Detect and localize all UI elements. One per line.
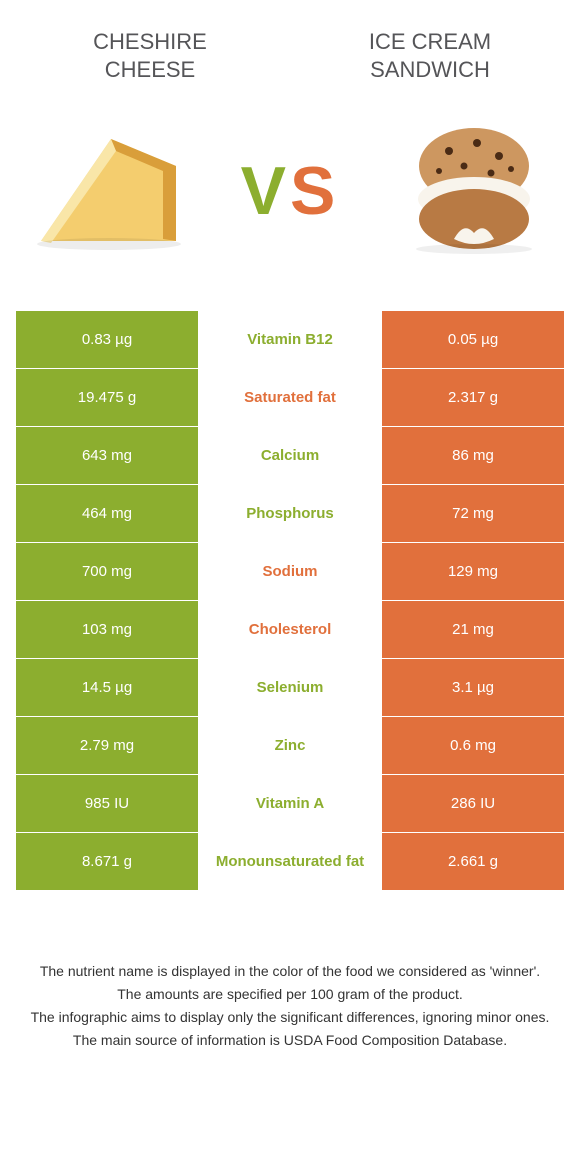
left-value: 14.5 µg	[16, 659, 198, 717]
images-row: VS	[0, 91, 580, 311]
right-value: 129 mg	[382, 543, 564, 601]
left-value: 19.475 g	[16, 369, 198, 427]
table-row: 0.83 µgVitamin B120.05 µg	[16, 311, 564, 369]
left-value: 0.83 µg	[16, 311, 198, 369]
vs-s: S	[290, 152, 339, 230]
right-value: 0.6 mg	[382, 717, 564, 775]
right-value: 72 mg	[382, 485, 564, 543]
nutrient-label: Saturated fat	[198, 369, 382, 427]
left-value: 2.79 mg	[16, 717, 198, 775]
nutrient-label: Monounsaturated fat	[198, 833, 382, 891]
footer-notes: The nutrient name is displayed in the co…	[0, 891, 580, 1051]
right-value: 86 mg	[382, 427, 564, 485]
left-value: 643 mg	[16, 427, 198, 485]
nutrient-label: Calcium	[198, 427, 382, 485]
table-row: 643 mgCalcium86 mg	[16, 427, 564, 485]
right-food-title: ICE CREAM SANDWICH	[330, 28, 530, 83]
nutrient-table: 0.83 µgVitamin B120.05 µg19.475 gSaturat…	[16, 311, 564, 891]
left-value: 464 mg	[16, 485, 198, 543]
table-row: 464 mgPhosphorus72 mg	[16, 485, 564, 543]
right-value: 3.1 µg	[382, 659, 564, 717]
footer-line-3: The infographic aims to display only the…	[30, 1007, 550, 1028]
right-value: 21 mg	[382, 601, 564, 659]
right-value: 286 IU	[382, 775, 564, 833]
nutrient-label: Phosphorus	[198, 485, 382, 543]
table-row: 2.79 mgZinc0.6 mg	[16, 717, 564, 775]
nutrient-label: Zinc	[198, 717, 382, 775]
right-value: 0.05 µg	[382, 311, 564, 369]
table-row: 19.475 gSaturated fat2.317 g	[16, 369, 564, 427]
right-value: 2.317 g	[382, 369, 564, 427]
header: CHESHIRE CHEESE ICE CREAM SANDWICH	[0, 0, 580, 91]
vs-label: VS	[241, 152, 340, 230]
left-value: 985 IU	[16, 775, 198, 833]
vs-v: V	[241, 152, 290, 230]
footer-line-1: The nutrient name is displayed in the co…	[30, 961, 550, 982]
left-food-title: CHESHIRE CHEESE	[50, 28, 250, 83]
left-value: 8.671 g	[16, 833, 198, 891]
nutrient-label: Sodium	[198, 543, 382, 601]
nutrient-label: Cholesterol	[198, 601, 382, 659]
footer-line-4: The main source of information is USDA F…	[30, 1030, 550, 1051]
nutrient-label: Vitamin B12	[198, 311, 382, 369]
footer-line-2: The amounts are specified per 100 gram o…	[30, 984, 550, 1005]
left-value: 700 mg	[16, 543, 198, 601]
table-row: 14.5 µgSelenium3.1 µg	[16, 659, 564, 717]
table-row: 700 mgSodium129 mg	[16, 543, 564, 601]
nutrient-label: Vitamin A	[198, 775, 382, 833]
left-value: 103 mg	[16, 601, 198, 659]
table-row: 985 IUVitamin A286 IU	[16, 775, 564, 833]
ice-cream-sandwich-icon	[384, 111, 564, 271]
cheese-icon	[16, 111, 196, 271]
table-row: 8.671 gMonounsaturated fat2.661 g	[16, 833, 564, 891]
right-value: 2.661 g	[382, 833, 564, 891]
table-row: 103 mgCholesterol21 mg	[16, 601, 564, 659]
nutrient-label: Selenium	[198, 659, 382, 717]
